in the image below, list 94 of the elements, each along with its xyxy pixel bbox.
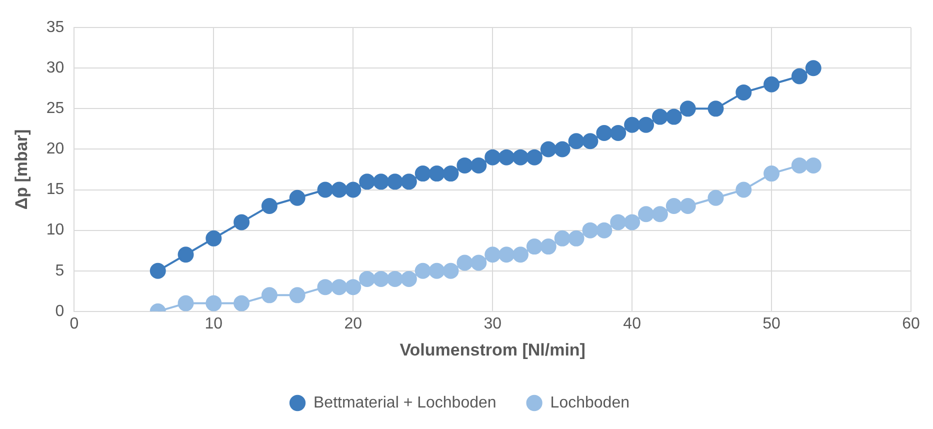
point (526, 149, 542, 166)
point (540, 238, 556, 255)
point (373, 270, 390, 287)
point (331, 279, 348, 296)
point (736, 84, 752, 100)
point (554, 141, 570, 158)
point (414, 262, 431, 279)
point (624, 214, 640, 230)
point (512, 149, 528, 166)
y-tick-label: 10 (46, 222, 64, 239)
point (400, 270, 417, 287)
point (428, 262, 445, 279)
point (470, 254, 487, 271)
point (456, 254, 473, 271)
x-tick-label: 60 (902, 315, 920, 332)
point (652, 206, 668, 222)
point (331, 182, 348, 198)
point (805, 157, 822, 174)
point (680, 198, 696, 214)
point (554, 230, 570, 246)
point (442, 262, 459, 279)
point (540, 141, 556, 158)
point (526, 238, 542, 255)
point (178, 246, 194, 263)
point (400, 174, 417, 190)
point (708, 190, 724, 206)
point (470, 157, 487, 174)
point (234, 214, 250, 230)
point (805, 60, 822, 76)
point (764, 76, 780, 92)
point (373, 174, 390, 190)
point (568, 133, 584, 150)
point (234, 295, 250, 312)
x-tick-label: 30 (484, 315, 502, 332)
point (289, 287, 306, 304)
point (708, 100, 724, 117)
point (359, 270, 376, 287)
point (582, 133, 598, 150)
point (359, 174, 376, 190)
point (512, 246, 528, 263)
point (442, 166, 459, 182)
point (666, 198, 682, 214)
point (484, 149, 501, 166)
point (206, 295, 222, 312)
point (428, 166, 445, 182)
point (582, 222, 598, 238)
y-tick-label: 5 (55, 262, 64, 280)
point (414, 166, 431, 182)
point (206, 230, 222, 246)
legend-label: Bettmaterial + Lochboden (314, 394, 496, 412)
point (680, 100, 696, 117)
point (498, 149, 515, 166)
point (345, 182, 362, 198)
point (764, 166, 780, 182)
point (610, 214, 626, 230)
point (596, 125, 612, 142)
x-axis-title: Volumenstrom [Nl/min] (400, 340, 586, 360)
point (610, 125, 626, 142)
x-tick-label: 10 (204, 315, 223, 332)
point (596, 222, 612, 238)
point (638, 116, 654, 133)
point (150, 262, 166, 279)
y-axis-title: Δp [mbar] (12, 129, 31, 210)
legend-label: Lochboden (550, 394, 630, 412)
point (484, 246, 501, 263)
point (652, 108, 668, 125)
point (791, 68, 808, 84)
x-tick-label: 20 (344, 315, 362, 332)
x-tick-label: 0 (70, 315, 79, 332)
point (791, 157, 808, 174)
point (638, 206, 654, 222)
point (568, 230, 584, 246)
point (289, 190, 306, 206)
point (178, 295, 194, 312)
y-tick-label: 20 (46, 140, 64, 158)
y-tick-label: 25 (46, 100, 64, 118)
point (624, 116, 640, 133)
y-tick-label: 35 (46, 19, 64, 36)
point (261, 287, 278, 304)
point (345, 279, 362, 296)
point (261, 198, 278, 214)
point (736, 182, 752, 198)
y-tick-label: 30 (46, 60, 64, 77)
point (456, 157, 473, 174)
x-tick-label: 50 (762, 315, 781, 332)
point (317, 182, 334, 198)
point (386, 270, 403, 287)
point (498, 246, 515, 263)
y-tick-label: 0 (55, 302, 64, 320)
point (386, 174, 403, 190)
point (317, 279, 334, 296)
x-tick-label: 40 (623, 315, 642, 332)
y-tick-label: 15 (46, 181, 64, 198)
point (666, 108, 682, 125)
